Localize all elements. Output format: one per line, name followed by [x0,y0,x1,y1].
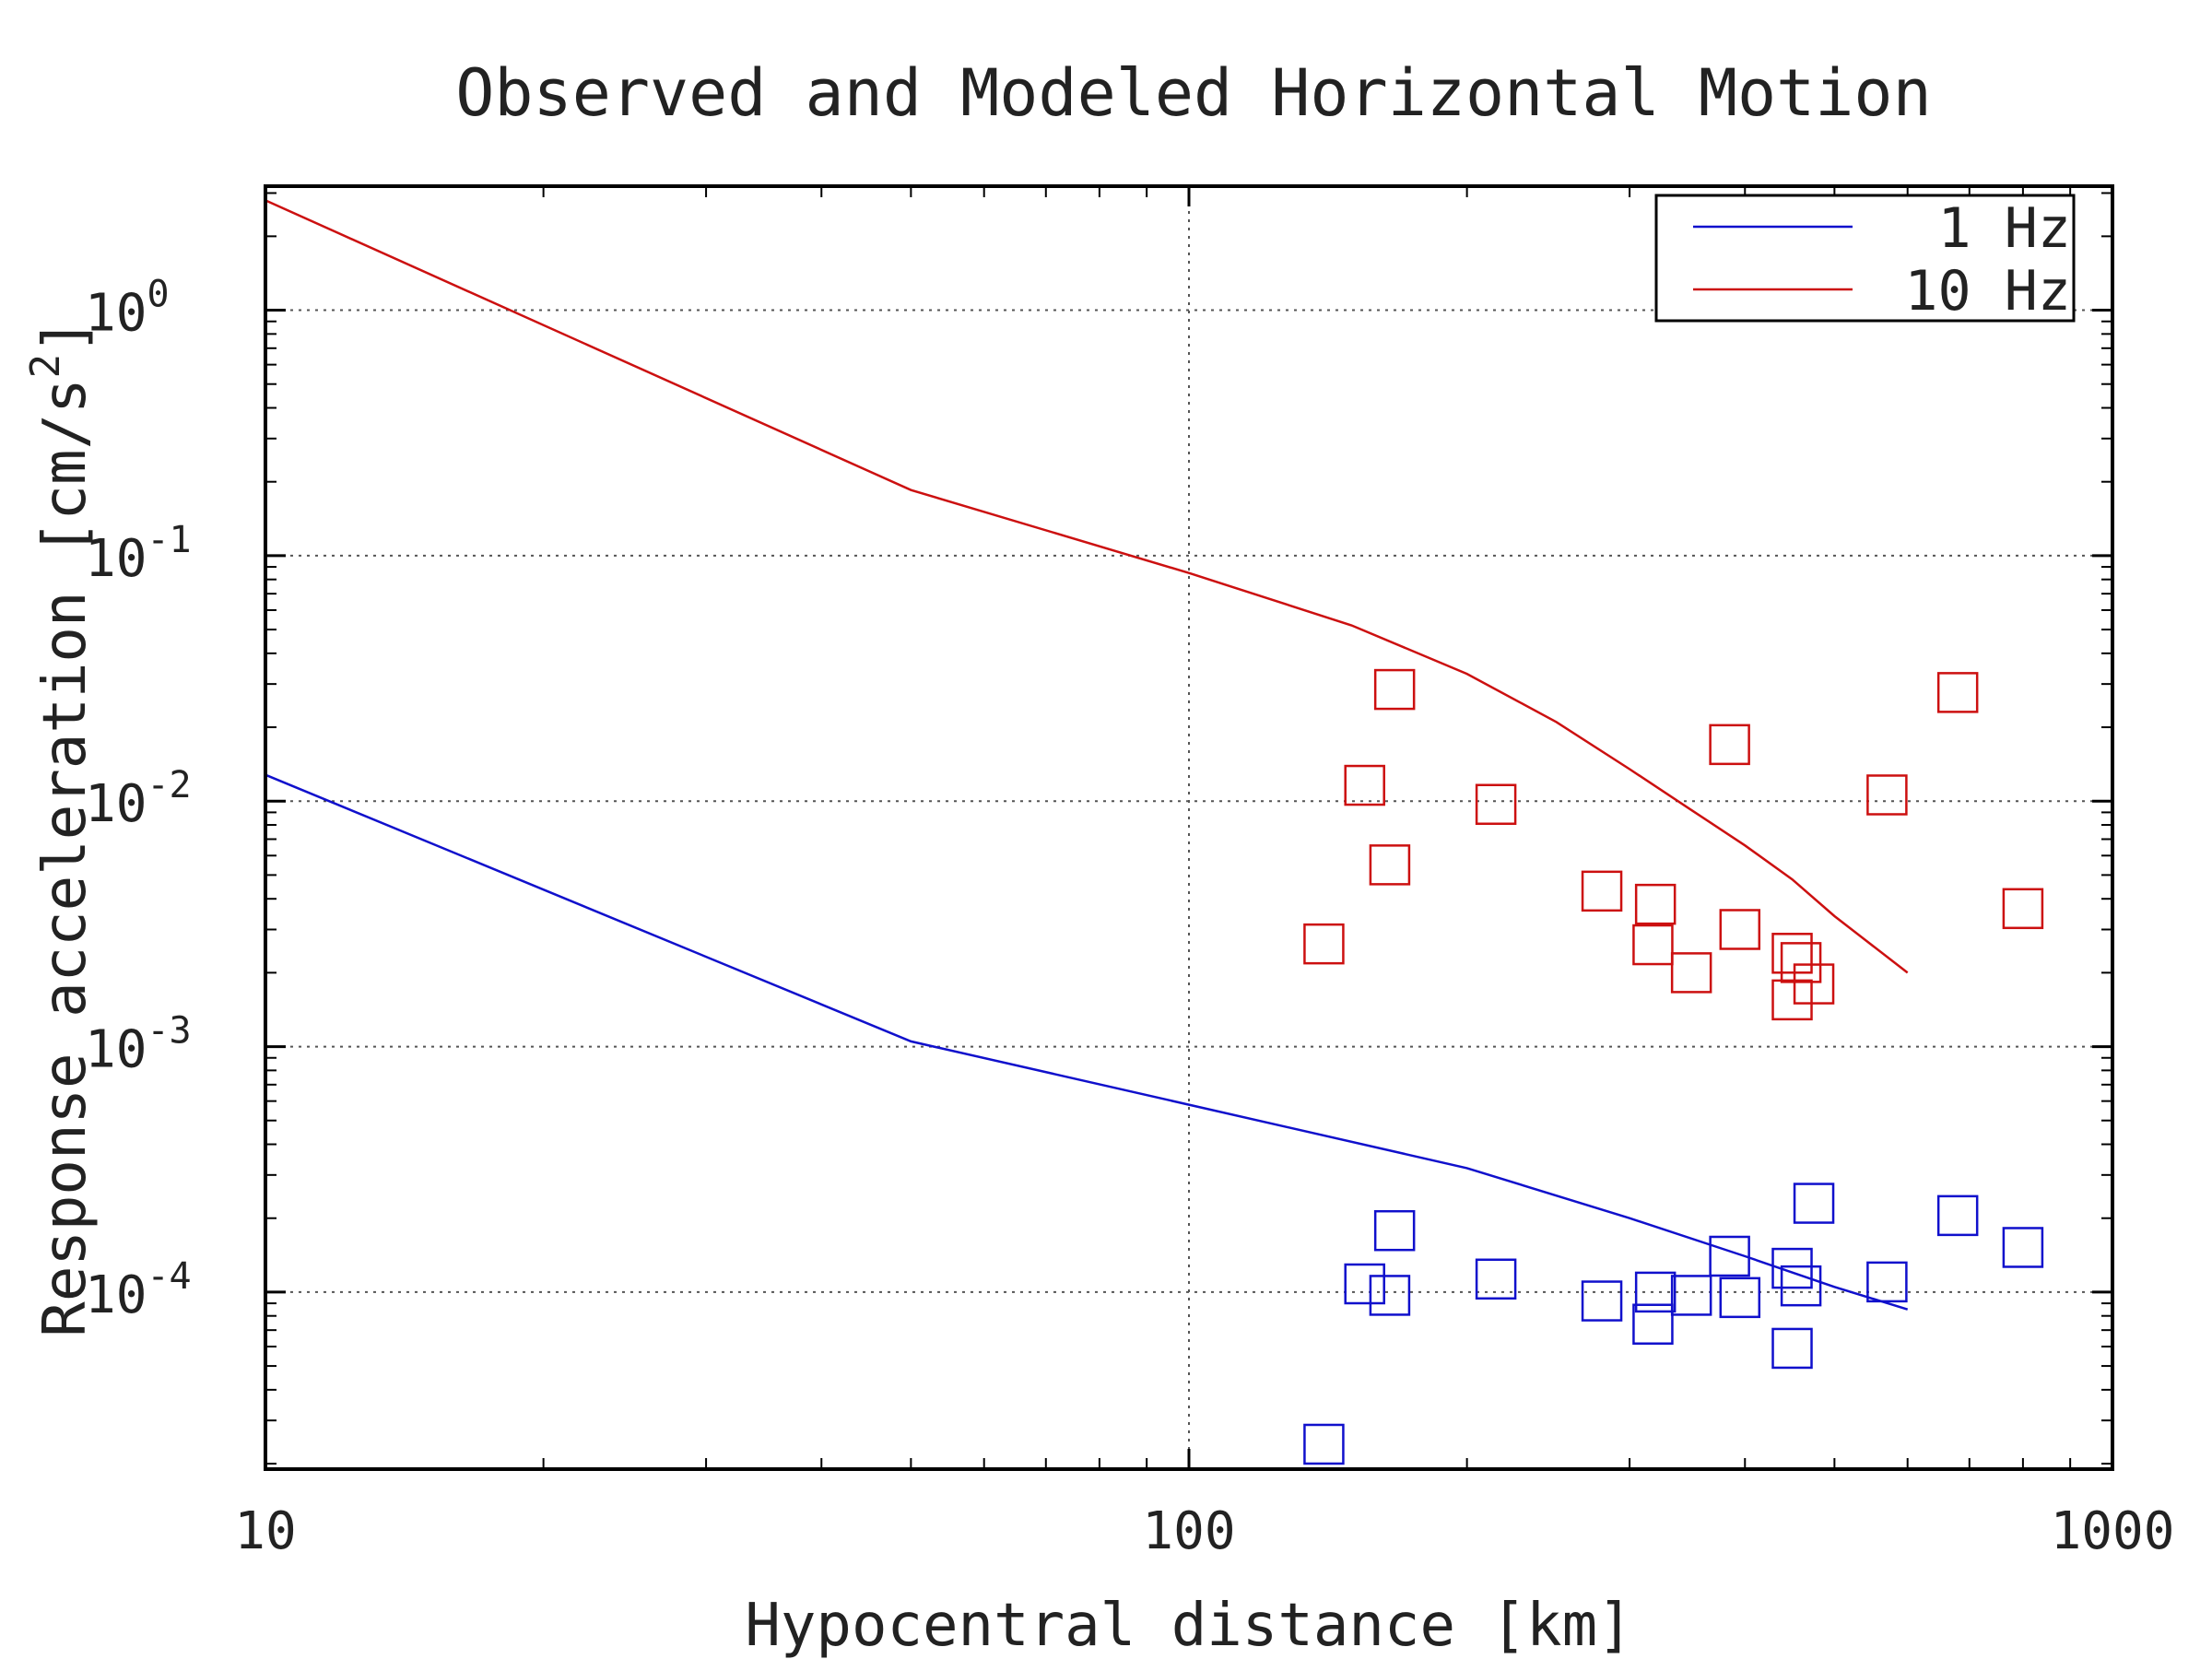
observed-point-10hz [1369,844,1411,886]
y-tick-label-exponent: -2 [147,764,191,806]
gridlines [265,186,2112,1469]
observed-point-10hz [1581,870,1623,912]
legend-box [1654,194,2076,323]
observed-point-10hz [1793,963,1835,1005]
observed-point-1hz [1780,1265,1822,1307]
observed-point-1hz [1581,1280,1623,1322]
x-tick-label: 100 [1142,1501,1235,1561]
y-tick-label-base: 10 [85,774,147,834]
model-line-10hz [265,199,1909,974]
observed-point-10hz [1344,764,1385,806]
observed-point-10hz [1780,942,1822,983]
series-lines [265,199,1909,1311]
chart-title: Observed and Modeled Horizontal Motion [455,55,1931,131]
x-tick-label: 1000 [2051,1501,2175,1561]
observed-point-1hz [1344,1263,1385,1305]
y-axis-label-close: ] [31,318,100,354]
observed-point-1hz [1936,1194,1979,1237]
observed-point-1hz [1303,1423,1345,1465]
legend-label-10hz: 10 Hz [1904,259,2071,324]
y-tick-label-exponent: -3 [147,1010,191,1053]
observed-point-1hz [1771,1327,1813,1370]
observed-point-10hz [1373,668,1416,711]
legend-label-1hz: 1 Hz [1938,196,2072,261]
y-tick-label: 100 [85,274,170,344]
y-tick-label-base: 10 [85,529,147,589]
observed-point-10hz [1634,883,1677,925]
observed-point-10hz [1709,724,1750,766]
observed-point-1hz [1475,1258,1517,1300]
observed-point-10hz [1303,923,1345,965]
observed-point-10hz [2002,888,2044,930]
observed-point-10hz [1866,774,1908,816]
observed-point-10hz [1632,924,1674,966]
observed-point-1hz [1634,1271,1677,1313]
x-axis-label: Hypocentral distance [km] [745,1592,1632,1659]
observed-point-10hz [1771,933,1813,974]
y-tick-label: 10-1 [85,519,192,589]
x-tick-label: 10 [234,1501,296,1561]
y-axis-label-superscript: 2 [22,354,69,379]
observed-point-1hz [1709,1235,1750,1277]
observed-point-1hz [1373,1209,1416,1252]
observed-point-10hz [1771,979,1813,1021]
observed-point-1hz [1670,1275,1712,1316]
y-axis-label-text: Response acceleration [cm/s [31,378,100,1336]
y-tick-label: 10-2 [85,764,192,834]
y-tick-label-exponent: 0 [147,274,169,316]
observed-point-1hz [2002,1227,2044,1268]
y-tick-label: 10-4 [85,1255,192,1325]
observed-point-1hz [1719,1277,1761,1319]
x-tick-labels: 10 100 1000 [234,1501,2174,1561]
y-tick-label-base: 10 [85,1265,147,1325]
observed-point-10hz [1670,952,1712,994]
y-tick-label: 10-3 [85,1010,192,1080]
plot-frame [264,184,2114,1471]
y-axis-label: Response acceleration [cm/s2] [22,318,100,1336]
legend: 1 Hz 10 Hz [1654,194,2076,324]
model-line-1hz [265,773,1909,1311]
y-tick-label-base: 10 [85,284,147,344]
y-tick-label-base: 10 [85,1020,147,1080]
observed-point-1hz [1632,1303,1674,1345]
observed-point-10hz [1719,909,1761,950]
y-tick-label-exponent: -4 [147,1255,191,1298]
observed-point-1hz [1866,1261,1908,1303]
observed-point-10hz [1936,672,1979,713]
observed-point-1hz [1369,1275,1411,1316]
observed-point-1hz [1771,1247,1813,1289]
data-points [1303,668,2044,1465]
observed-point-1hz [1793,1182,1835,1224]
y-tick-label-exponent: -1 [147,519,191,561]
observed-point-10hz [1475,783,1517,825]
